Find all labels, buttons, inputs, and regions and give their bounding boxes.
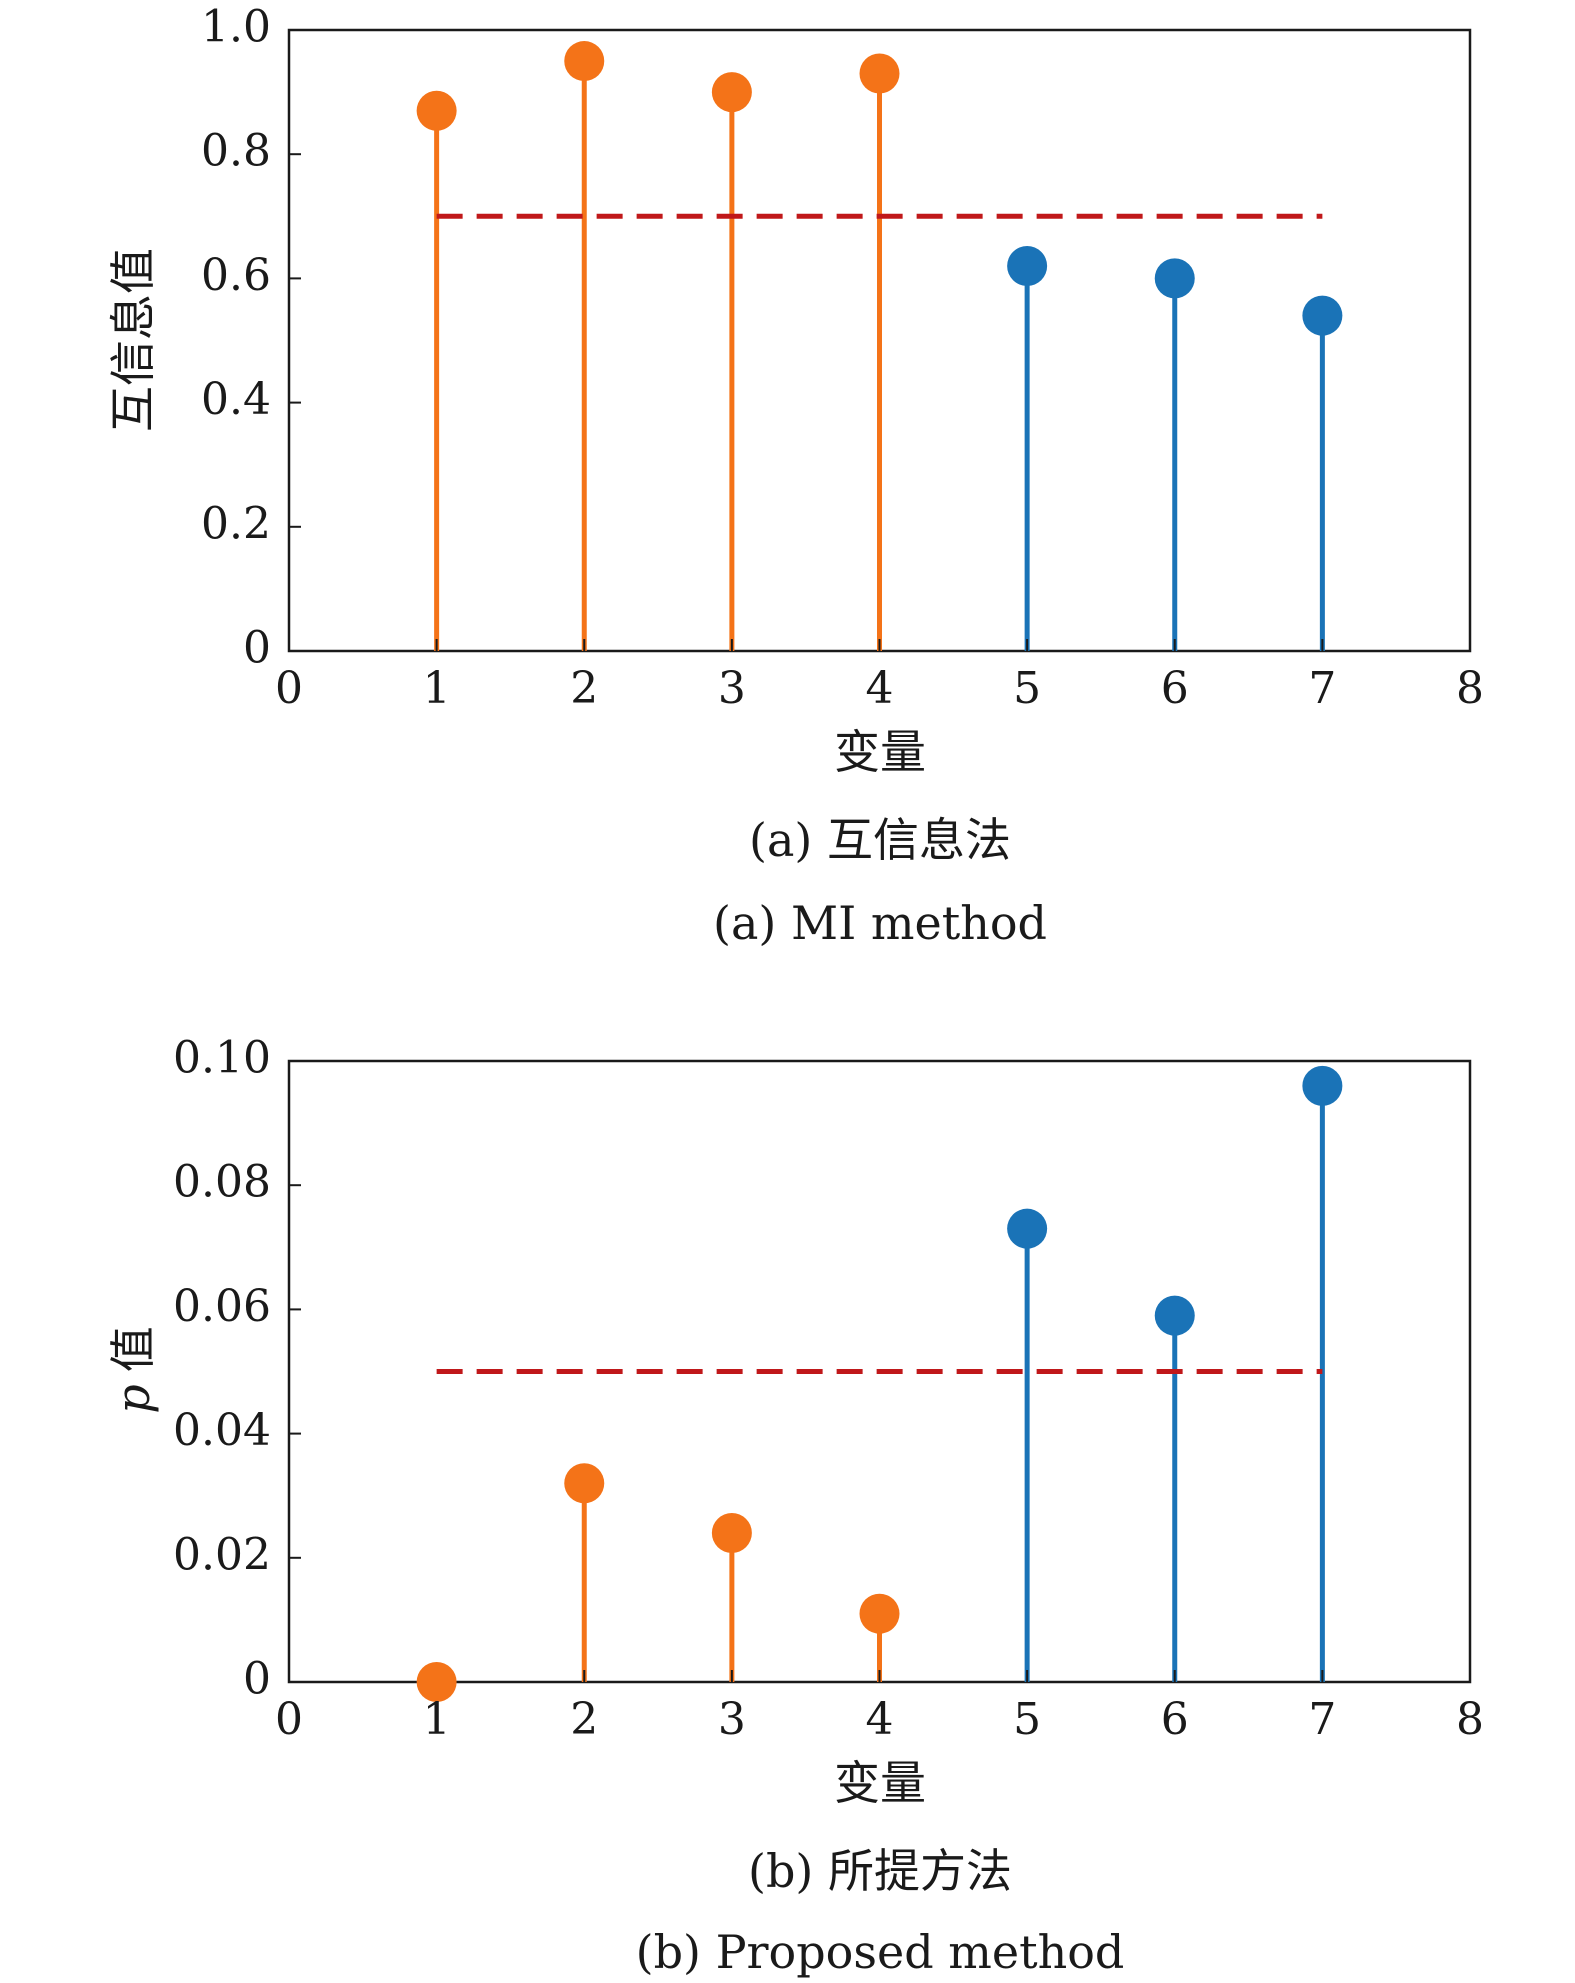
data-point <box>1154 258 1195 299</box>
x-tick-label: 2 <box>570 663 598 714</box>
data-point <box>564 41 605 82</box>
markers <box>416 1065 1343 1702</box>
x-tick-label: 5 <box>1013 1694 1041 1745</box>
y-axis-title-var: p <box>106 1384 160 1413</box>
x-tick-label: 3 <box>718 663 746 714</box>
x-tick-label: 0 <box>275 1694 303 1745</box>
y-axis-title: p值 <box>106 1326 160 1413</box>
y-tick-label: 0.08 <box>173 1157 271 1208</box>
x-tick-label: 7 <box>1308 663 1336 714</box>
x-tick-label: 0 <box>275 663 303 714</box>
data-point <box>859 53 900 94</box>
x-tick-label: 6 <box>1161 663 1189 714</box>
data-point <box>1007 245 1048 286</box>
y-tick-label: 0.06 <box>173 1281 271 1332</box>
y-tick-label: 1.0 <box>201 2 271 53</box>
y-tick-label: 0.8 <box>201 126 271 177</box>
y-tick-label: 0.4 <box>201 374 271 425</box>
x-axis-title: 变量 <box>834 1756 926 1810</box>
y-tick-label: 0.04 <box>173 1405 271 1456</box>
y-axis-title: 互信息值 <box>106 248 160 432</box>
x-axis-title: 变量 <box>834 725 926 779</box>
y-ticks: 0 0.02 0.04 0.06 0.08 0.10 <box>173 1033 301 1705</box>
data-point <box>711 72 752 113</box>
data-point <box>1007 1208 1048 1249</box>
caption-cn: (a) 互信息法 <box>749 813 1011 867</box>
y-tick-label: 0.6 <box>201 250 271 301</box>
stems <box>434 61 1325 651</box>
x-tick-label: 1 <box>423 1694 451 1745</box>
data-point <box>1302 1065 1343 1106</box>
y-ticks: 0 0.2 0.4 0.6 0.8 1.0 <box>201 2 301 674</box>
y-tick-label: 0.2 <box>201 498 271 549</box>
x-tick-label: 2 <box>570 1694 598 1745</box>
data-point <box>1302 295 1343 336</box>
chart-proposed-method: 0 0.02 0.04 0.06 0.08 0.10 0 1 2 3 4 5 6 7 8 p值 变量 (b… <box>106 1033 1484 1980</box>
caption-cn: (b) 所提方法 <box>748 1844 1012 1898</box>
x-ticks: 0 1 2 3 4 5 6 7 8 <box>275 1694 1484 1745</box>
x-tick-label: 8 <box>1456 1694 1484 1745</box>
caption-en: (a) MI method <box>713 896 1047 950</box>
markers <box>416 41 1343 336</box>
y-tick-label: 0.02 <box>173 1529 271 1580</box>
data-point <box>564 1463 605 1504</box>
x-tick-label: 1 <box>423 663 451 714</box>
y-tick-label: 0.10 <box>173 1033 271 1084</box>
x-ticks: 0 1 2 3 4 5 6 7 8 <box>275 663 1484 714</box>
y-tick-label: 0 <box>243 623 271 674</box>
x-tick-label: 7 <box>1308 1694 1336 1745</box>
x-tick-label: 8 <box>1456 663 1484 714</box>
data-point <box>1154 1295 1195 1336</box>
y-axis-title-text: 值 <box>106 1326 160 1372</box>
x-tick-label: 4 <box>866 1694 894 1745</box>
x-tick-label: 5 <box>1013 663 1041 714</box>
x-tick-label: 6 <box>1161 1694 1189 1745</box>
x-tick-label: 3 <box>718 1694 746 1745</box>
chart-mi-method: 0 0.2 0.4 0.6 0.8 1.0 0 1 2 3 4 5 6 7 8 互信息值 变量 (a) 互… <box>106 2 1484 951</box>
stems <box>435 1085 1325 1682</box>
data-point <box>416 90 457 131</box>
caption-en: (b) Proposed method <box>636 1925 1125 1979</box>
data-point <box>416 1662 457 1702</box>
y-tick-label: 0 <box>243 1654 271 1705</box>
data-point <box>859 1593 900 1634</box>
x-tick-label: 4 <box>866 663 894 714</box>
data-point <box>711 1512 752 1553</box>
